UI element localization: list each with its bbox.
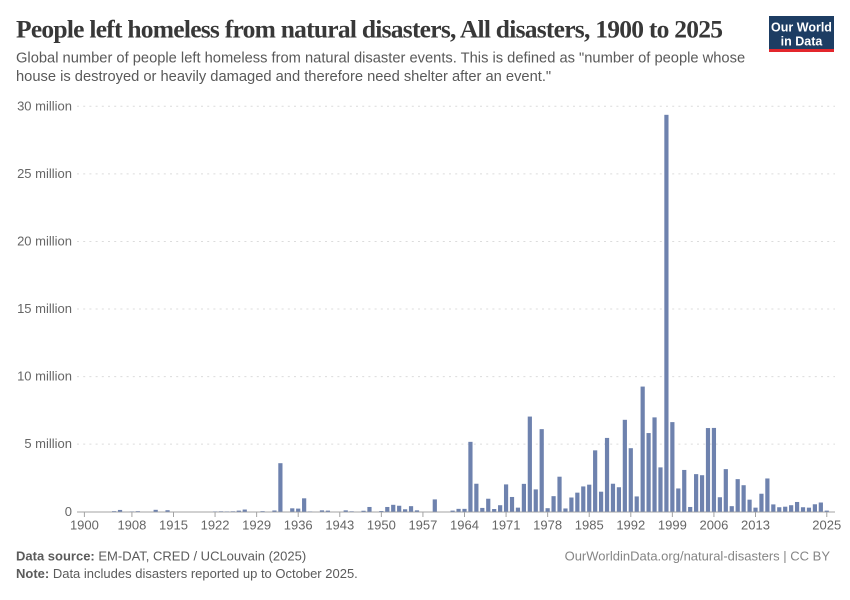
svg-text:Data source: EM-DAT, CRED / UC: Data source: EM-DAT, CRED / UCLouvain (2… [16,549,306,564]
svg-text:2013: 2013 [741,518,770,533]
svg-text:2025: 2025 [812,518,841,533]
svg-text:house is destroyed or heavily: house is destroyed or heavily damaged an… [16,69,551,85]
svg-text:15 million: 15 million [17,301,72,316]
svg-text:People left homeless from natu: People left homeless from natural disast… [16,15,722,44]
svg-text:OurWorldinData.org/natural-dis: OurWorldinData.org/natural-disasters | C… [565,549,831,564]
svg-text:1999: 1999 [658,518,687,533]
svg-text:0: 0 [65,504,72,519]
svg-text:20 million: 20 million [17,234,72,249]
svg-text:1971: 1971 [492,518,521,533]
svg-text:1900: 1900 [70,518,99,533]
svg-text:1964: 1964 [450,518,479,533]
svg-text:10 million: 10 million [17,369,72,384]
svg-text:1985: 1985 [575,518,604,533]
svg-text:Note: Data includes disasters: Note: Data includes disasters reported u… [16,566,358,581]
svg-text:1957: 1957 [408,518,437,533]
svg-text:in Data: in Data [781,35,824,49]
svg-text:25 million: 25 million [17,166,72,181]
svg-text:1915: 1915 [159,518,188,533]
svg-text:Our World: Our World [771,21,832,35]
svg-text:1929: 1929 [242,518,271,533]
svg-text:1950: 1950 [367,518,396,533]
svg-text:5 million: 5 million [24,436,72,451]
svg-text:30 million: 30 million [17,98,72,113]
svg-text:1943: 1943 [325,518,354,533]
svg-text:1936: 1936 [284,518,313,533]
svg-text:1992: 1992 [616,518,645,533]
svg-text:Global number of people left h: Global number of people left homeless fr… [16,51,745,67]
svg-text:1922: 1922 [201,518,230,533]
svg-text:1908: 1908 [117,518,146,533]
svg-text:2006: 2006 [699,518,728,533]
svg-text:1978: 1978 [533,518,562,533]
